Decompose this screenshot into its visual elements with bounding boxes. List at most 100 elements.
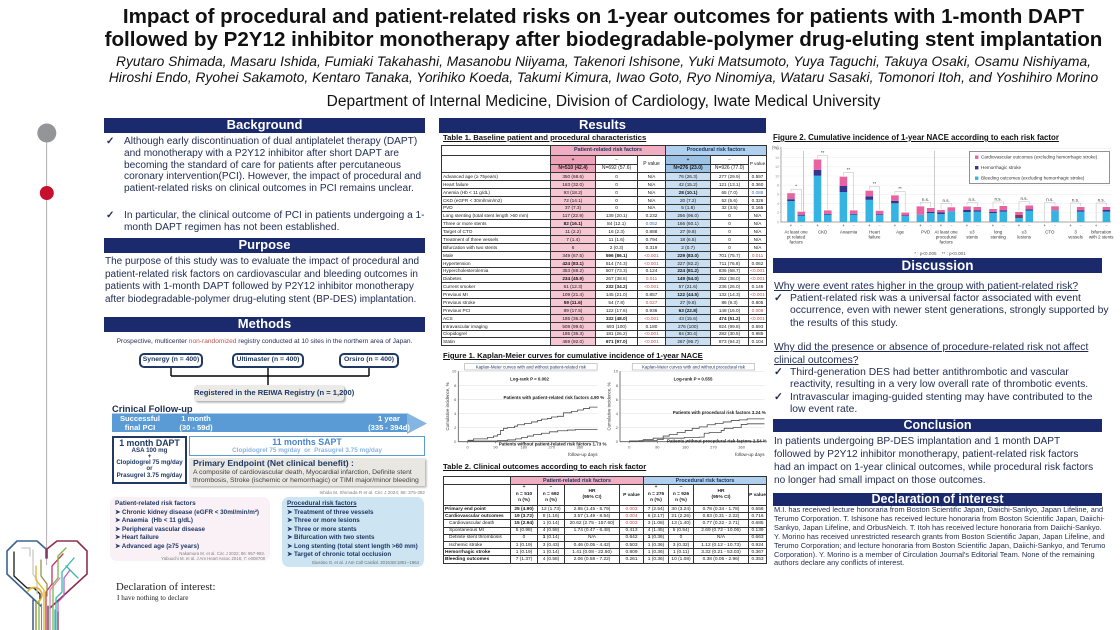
svg-text:Cumulative incidence, %: Cumulative incidence, % — [445, 382, 450, 430]
svg-text:with 2 stents: with 2 stents — [1089, 235, 1114, 240]
svg-text:Log-rank P = 0.002: Log-rank P = 0.002 — [510, 377, 549, 382]
svg-text:6: 6 — [616, 397, 619, 402]
svg-text:At least one: At least one — [785, 230, 809, 235]
svg-text:CTO: CTO — [1045, 230, 1055, 235]
svg-text:−: − — [950, 223, 953, 228]
svg-text:*: * — [795, 184, 797, 189]
svg-text:6: 6 — [777, 193, 779, 197]
svg-text:14: 14 — [775, 156, 779, 160]
svg-text:−: − — [1002, 223, 1005, 228]
svg-text:360: 360 — [577, 445, 584, 450]
svg-text:3: 3 — [1074, 230, 1077, 235]
svg-text:2: 2 — [616, 425, 619, 430]
svg-text:Heart: Heart — [869, 230, 881, 235]
svg-text:Patients without patient-relat: Patients without patient-related risk fa… — [499, 442, 607, 447]
svg-text:Anaemia: Anaemia — [840, 230, 858, 235]
svg-text:+: + — [868, 223, 871, 228]
svg-text:−: − — [929, 223, 932, 228]
svg-text:n.s.: n.s. — [1098, 198, 1105, 203]
svg-text:4: 4 — [454, 411, 457, 416]
svg-text:10: 10 — [775, 174, 779, 178]
svg-text:8: 8 — [616, 383, 619, 388]
svg-text:8: 8 — [454, 383, 457, 388]
svg-text:0: 0 — [616, 439, 619, 444]
svg-text:+: + — [790, 223, 793, 228]
svg-text:Patients with procedural risk: Patients with procedural risk factors 3.… — [673, 410, 766, 415]
svg-text:−: − — [904, 223, 907, 228]
svg-text:+: + — [1069, 223, 1072, 228]
svg-text:failure: failure — [868, 235, 881, 240]
svg-text:Kaplan-Meier curves with and w: Kaplan-Meier curves with and without pro… — [642, 365, 746, 370]
svg-text:12: 12 — [775, 165, 779, 169]
svg-text:bifurcation: bifurcation — [1091, 230, 1112, 235]
svg-text:factors: factors — [790, 240, 804, 245]
svg-text:follow-up days: follow-up days — [568, 452, 598, 457]
svg-text:−: − — [1054, 223, 1057, 228]
svg-text:−: − — [976, 223, 979, 228]
svg-text:At least one: At least one — [935, 230, 959, 235]
svg-text:Bleeding outcomes (excluding h: Bleeding outcomes (excluding hemorrhagic… — [981, 176, 1085, 181]
svg-text:+: + — [842, 223, 845, 228]
svg-text:n.s.: n.s. — [922, 197, 929, 202]
svg-text:n.s.: n.s. — [995, 197, 1002, 202]
svg-text:Kaplan-Meier curves with and w: Kaplan-Meier curves with and without pat… — [476, 365, 587, 370]
svg-text:180: 180 — [520, 445, 527, 450]
svg-text:+: + — [816, 223, 819, 228]
svg-text:n.s.: n.s. — [969, 197, 976, 202]
svg-text:follow-up days: follow-up days — [735, 452, 765, 457]
svg-text:2: 2 — [454, 425, 457, 430]
svg-text:16: 16 — [775, 147, 779, 151]
svg-text:+: + — [940, 223, 943, 228]
svg-text:10: 10 — [452, 369, 457, 374]
svg-text:0: 0 — [628, 445, 631, 450]
svg-text:n.s.: n.s. — [1046, 197, 1053, 202]
svg-text:Cardiovascular outcomes (exclu: Cardiovascular outcomes (excluding hemor… — [981, 155, 1098, 160]
svg-text:long: long — [994, 230, 1003, 235]
svg-text:n.s.: n.s. — [1021, 196, 1028, 201]
svg-text:CKD: CKD — [818, 230, 827, 235]
svg-text:+: + — [992, 223, 995, 228]
svg-text:Log-rank P = 0.555: Log-rank P = 0.555 — [674, 377, 713, 382]
svg-text:n.s.: n.s. — [1072, 198, 1079, 203]
svg-text:−: − — [1079, 223, 1082, 228]
svg-text:180: 180 — [682, 445, 689, 450]
svg-text:10: 10 — [614, 369, 619, 374]
svg-text:4: 4 — [616, 411, 619, 416]
svg-text:(%): (%) — [772, 145, 779, 150]
svg-text:90: 90 — [493, 445, 498, 450]
svg-text:stents: stents — [966, 235, 979, 240]
svg-text:lesions: lesions — [1017, 235, 1031, 240]
svg-text:−: − — [852, 223, 855, 228]
svg-text:procedural: procedural — [936, 235, 957, 240]
svg-text:factors: factors — [940, 240, 954, 245]
svg-text:0: 0 — [466, 445, 469, 450]
svg-text:360: 360 — [738, 445, 745, 450]
svg-text:Hemorrhagic stroke: Hemorrhagic stroke — [981, 165, 1022, 170]
svg-text:4: 4 — [777, 202, 779, 206]
svg-text:6: 6 — [454, 397, 457, 402]
svg-text:Patients with patient-related: Patients with patient-related risk facto… — [504, 395, 605, 400]
svg-text:+: + — [1043, 223, 1046, 228]
svg-text:+: + — [919, 223, 922, 228]
svg-text:**: ** — [847, 167, 851, 172]
svg-text:Patients without procedural ri: Patients without procedural risk factors… — [667, 438, 767, 443]
svg-text:**: ** — [821, 150, 825, 155]
svg-text:PVD: PVD — [921, 230, 930, 235]
svg-text:−: − — [800, 223, 803, 228]
svg-text:**: ** — [873, 181, 877, 186]
svg-text:**: ** — [898, 186, 902, 191]
svg-text:+: + — [1018, 223, 1021, 228]
svg-text:−: − — [1028, 223, 1031, 228]
svg-text:* : p<0.005 ** : p<0.001: * : p<0.005 ** : p<0.001 — [914, 251, 966, 256]
svg-text:90: 90 — [655, 445, 660, 450]
svg-text:stenting: stenting — [990, 235, 1006, 240]
svg-text:−: − — [826, 223, 829, 228]
svg-text:Cumulative incidence, %: Cumulative incidence, % — [607, 382, 612, 430]
svg-text:270: 270 — [710, 445, 717, 450]
svg-text:−: − — [878, 223, 881, 228]
svg-text:0: 0 — [454, 439, 457, 444]
svg-text:vessels: vessels — [1068, 235, 1083, 240]
svg-text:n.s.: n.s. — [943, 198, 950, 203]
svg-text:pt related: pt related — [787, 235, 806, 240]
svg-text:2: 2 — [777, 211, 779, 215]
